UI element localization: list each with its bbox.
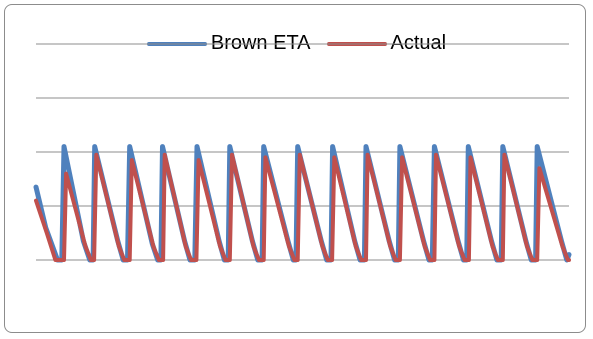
legend-label-actual: Actual [390, 32, 447, 54]
legend-label-brown-eta: Brown ETA [210, 32, 311, 54]
series-line-actual [34, 152, 571, 262]
series-lines [33, 144, 572, 263]
